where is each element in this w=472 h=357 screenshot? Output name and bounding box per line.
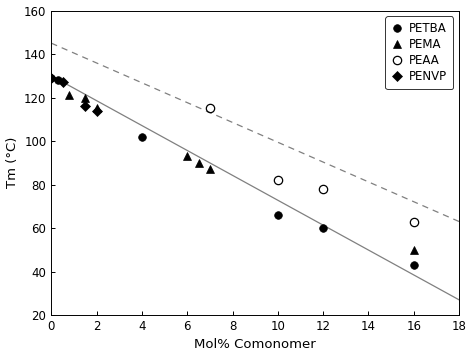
PEAA [411,219,417,223]
PEAA [320,187,326,191]
X-axis label: Mol% Comonomer: Mol% Comonomer [194,338,316,351]
Y-axis label: Tm (°C): Tm (°C) [6,137,18,188]
Legend: PETBA, PEMA, PEAA, PENVP: PETBA, PEMA, PEAA, PENVP [386,16,453,89]
PENVP [83,104,88,109]
PEMA [67,93,72,97]
PEAA [275,178,281,182]
Line: PENVP: PENVP [48,74,101,114]
PEMA [185,154,190,159]
PENVP [49,76,54,80]
PEMA [196,161,202,165]
Line: PEAA: PEAA [206,104,418,226]
PETBA [275,213,281,217]
Line: PEMA: PEMA [65,91,418,254]
PEMA [207,167,213,171]
Line: PETBA: PETBA [48,74,418,269]
PETBA [49,76,54,80]
PEAA [207,106,213,111]
PENVP [94,109,100,113]
PETBA [320,226,326,230]
PETBA [139,135,145,139]
PETBA [411,263,417,267]
PENVP [60,80,66,85]
PEMA [94,106,100,111]
PEMA [411,248,417,252]
PEMA [83,95,88,100]
PETBA [55,78,61,82]
